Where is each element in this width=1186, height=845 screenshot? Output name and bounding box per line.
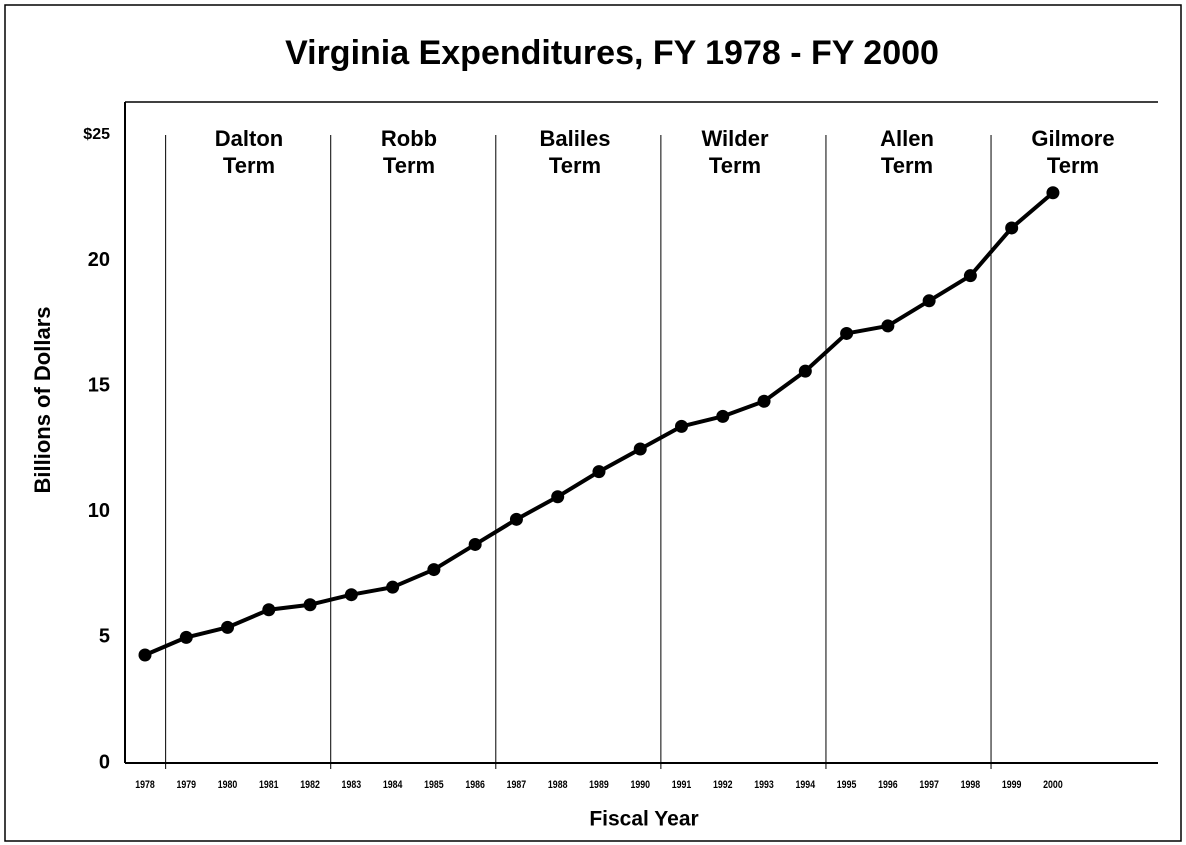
point (963, 269, 977, 283)
x-tick-label: 1999 (1002, 779, 1022, 791)
x-tick-label: 1978 (135, 779, 155, 791)
x-tick-label: 1996 (878, 779, 898, 791)
term-label: Term (1047, 153, 1099, 178)
x-tick-label: 1992 (713, 779, 733, 791)
x-tick-label: 1984 (383, 779, 403, 791)
point (551, 490, 565, 504)
point (386, 580, 400, 594)
point (138, 648, 152, 662)
point (344, 588, 358, 602)
term-label: Allen (880, 126, 934, 151)
x-tick-label: 1987 (507, 779, 527, 791)
y-axis-label: Billions of Dollars (30, 306, 55, 493)
x-tick-label: 1979 (176, 779, 196, 791)
term-label: Wilder (701, 126, 768, 151)
y-tick-label: 20 (88, 249, 110, 271)
point (427, 563, 441, 577)
point (881, 319, 895, 333)
point (922, 294, 936, 308)
point (757, 394, 771, 408)
x-tick-label: 1989 (589, 779, 609, 791)
point (221, 620, 235, 634)
point (840, 326, 854, 340)
x-tick-label: 1997 (919, 779, 939, 791)
x-tick-label: 1988 (548, 779, 568, 791)
point (179, 630, 193, 644)
point (675, 419, 689, 433)
chart-title: Virginia Expenditures, FY 1978 - FY 2000 (285, 34, 939, 72)
point (798, 364, 812, 378)
point (716, 409, 730, 423)
term-label: Term (383, 153, 435, 178)
term-label: Gilmore (1031, 126, 1114, 151)
term-label: Term (709, 153, 761, 178)
x-tick-label: 1983 (342, 779, 362, 791)
term-label: Term (223, 153, 275, 178)
point (1046, 186, 1060, 200)
x-tick-label: 1986 (465, 779, 485, 791)
x-tick-label: 1991 (672, 779, 692, 791)
point (509, 512, 523, 526)
line (144, 191, 1055, 657)
y-tick-label: $25 (83, 126, 110, 143)
x-tick-label: 1994 (796, 779, 816, 791)
frame (4, 4, 1182, 842)
x-tick-label: 1985 (424, 779, 444, 791)
term-label: Dalton (215, 126, 283, 151)
y-tick-label: 5 (99, 626, 110, 648)
x-tick-label: 1980 (218, 779, 238, 791)
x-tick-label: 2000 (1043, 779, 1063, 791)
term-label: Baliles (540, 126, 611, 151)
x-axis-label: Fiscal Year (589, 808, 698, 831)
point (592, 465, 606, 479)
point (633, 442, 647, 456)
y-tick-label: 10 (88, 500, 110, 522)
x-tick-label: 1998 (961, 779, 981, 791)
point (303, 598, 317, 612)
y-tick-label: 0 (99, 751, 110, 773)
y-tick-label: 15 (88, 374, 110, 396)
term-label: Term (549, 153, 601, 178)
point (262, 603, 276, 617)
x-tick-label: 1990 (630, 779, 650, 791)
x-tick-label: 1995 (837, 779, 857, 791)
x-tick-label: 1982 (300, 779, 320, 791)
term-label: Robb (381, 126, 437, 151)
term-label: Term (881, 153, 933, 178)
point (468, 537, 482, 551)
x-tick-label: 1981 (259, 779, 279, 791)
point (1005, 221, 1019, 235)
x-tick-label: 1993 (754, 779, 774, 791)
